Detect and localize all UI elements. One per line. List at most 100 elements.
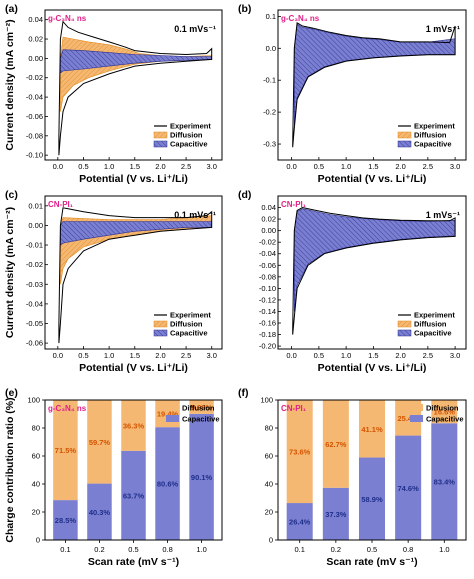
y-tick-label: -0.20 (259, 342, 276, 351)
legend-swatch-diffusion (397, 131, 412, 139)
scan-rate-label: 0.1 mVs⁻¹ (174, 210, 216, 220)
legend: Diffusion Capacitive (410, 404, 464, 424)
y-tick-label: 0.02 (28, 35, 43, 44)
capacitive-value-label: 90.1% (191, 473, 213, 482)
bar-capacitive (155, 427, 180, 540)
diffusion-value-label: 73.6% (289, 448, 311, 457)
x-tick-label: 3.0 (207, 351, 217, 360)
y-tick-label: -0.2 (263, 108, 276, 117)
y-axis-label: Current density (mA cm⁻²) (4, 207, 16, 338)
y-tick-label: 40 (32, 480, 40, 489)
y-tick-label: -0.02 (259, 238, 276, 247)
legend-label-experiment: Experiment (414, 122, 455, 131)
x-tick-label: 0.5 (128, 545, 138, 554)
legend-label-capacitive: Capacitive (414, 140, 452, 149)
legend-label-diffusion: Diffusion (170, 131, 203, 140)
y-tick-label: 20 (32, 508, 40, 517)
legend-swatch-capacitive (153, 329, 168, 337)
capacitive-value-label: 83.4% (434, 478, 456, 487)
x-tick-label: 2.0 (155, 351, 165, 360)
experiment-line (58, 20, 213, 156)
legend-label-diffusion: Diffusion (414, 320, 447, 329)
y-tick-label: -0.06 (26, 112, 43, 121)
y-tick-label: 80 (32, 424, 40, 433)
x-tick-label: 0.5 (314, 162, 324, 171)
legend-label-diffusion: Diffusion (182, 404, 215, 413)
legend-label-capacitive: Capacitive (414, 329, 452, 338)
y-tick-label: -0.12 (259, 295, 276, 304)
x-tick-label: 3.0 (207, 162, 217, 171)
x-tick-label: 3.0 (450, 162, 460, 171)
bar-diffusion (322, 400, 349, 488)
y-tick-label: 60 (32, 452, 40, 461)
y-tick-label: 40 (265, 480, 273, 489)
plot-frame (277, 195, 467, 350)
y-tick-label: -0.05 (26, 319, 43, 328)
diffusion-value-label: 36.3% (123, 421, 145, 430)
y-tick-label: 0.00 (28, 221, 43, 230)
legend-swatch-diffusion (397, 320, 412, 328)
scan-rate-label: 1 mVs⁻¹ (426, 24, 460, 34)
legend-label-capacitive: Capacitive (182, 415, 220, 424)
x-tick-label: 0.5 (78, 162, 88, 171)
bar-capacitive (431, 423, 458, 540)
legend-label-experiment: Experiment (170, 122, 211, 131)
y-tick-label: 0.04 (28, 15, 43, 24)
y-tick-label: -0.16 (259, 319, 276, 328)
capacitive-area (294, 208, 456, 312)
y-tick-label: 0.02 (261, 215, 276, 224)
x-tick-label: 0.5 (367, 545, 377, 554)
diffusion-value-label: 25.4% (398, 414, 420, 423)
legend-swatch-diffusion (410, 404, 423, 411)
y-axis-label: Current density (mA cm⁻²) (4, 19, 16, 150)
scan-rate-label: 1 mVs⁻¹ (426, 210, 460, 220)
capacitive-value-label: 74.6% (398, 484, 420, 493)
y-tick-label: -0.02 (26, 73, 43, 82)
y-tick-label: -0.04 (259, 249, 276, 258)
plot-frame (44, 399, 223, 541)
y-tick-label: 0 (36, 536, 40, 545)
cv-panel-b: 0.0 0.5 1.0 1.5 2.0 2.5 3.0 -0.3 -0.2 -0.1 0.0 0.1 P… (238, 3, 467, 185)
y-tick-label: -0.04 (26, 93, 43, 102)
x-tick-label: 1.0 (341, 162, 351, 171)
legend-swatch-capacitive (166, 415, 179, 422)
material-label: CN-PI₁ (281, 200, 307, 209)
capacitive-value-label: 28.5% (55, 516, 77, 525)
diffusion-value-label: 19.4% (157, 410, 179, 419)
diffusion-value-label: 16.6% (434, 408, 456, 417)
bar-diffusion (87, 400, 112, 484)
x-axis-label: Scan rate (mV s⁻¹) (88, 556, 179, 568)
y-tick-label: -0.04 (26, 299, 43, 308)
bar-diffusion (189, 400, 214, 414)
capacitive-value-label: 37.3% (325, 510, 347, 519)
legend-label-diffusion: Diffusion (426, 404, 459, 413)
x-tick-label: 0.5 (78, 351, 88, 360)
diffusion-value-label: 41.1% (361, 425, 383, 434)
experiment-line (292, 206, 456, 335)
y-tick-label: 0.01 (28, 201, 43, 210)
legend-label-diffusion: Diffusion (170, 320, 203, 329)
y-tick-label: -0.06 (259, 261, 276, 270)
x-tick-label: 2.5 (423, 351, 433, 360)
y-tick-label: -0.1 (263, 76, 276, 85)
y-tick-label: 0.1 (266, 12, 276, 21)
legend-label-experiment: Experiment (414, 311, 455, 320)
bar-diffusion (121, 400, 146, 451)
legend-swatch-diffusion (166, 404, 179, 411)
panel-label: (e) (5, 387, 18, 399)
y-tick-label: -0.02 (26, 260, 43, 269)
y-tick-label: 60 (265, 452, 273, 461)
x-tick-label: 0.0 (286, 351, 296, 360)
bar-capacitive (395, 435, 422, 540)
x-tick-label: 0.8 (162, 545, 172, 554)
x-tick-label: 0.2 (331, 545, 341, 554)
bar-capacitive (53, 500, 78, 540)
x-axis-label: Potential (V vs. Li⁺/Li) (79, 362, 188, 374)
legend-label-diffusion: Diffusion (414, 131, 447, 140)
y-tick-label: 0.04 (261, 203, 276, 212)
x-tick-label: 0.0 (53, 351, 63, 360)
legend-swatch-diffusion (153, 320, 168, 328)
y-tick-label: -0.06 (26, 339, 43, 348)
